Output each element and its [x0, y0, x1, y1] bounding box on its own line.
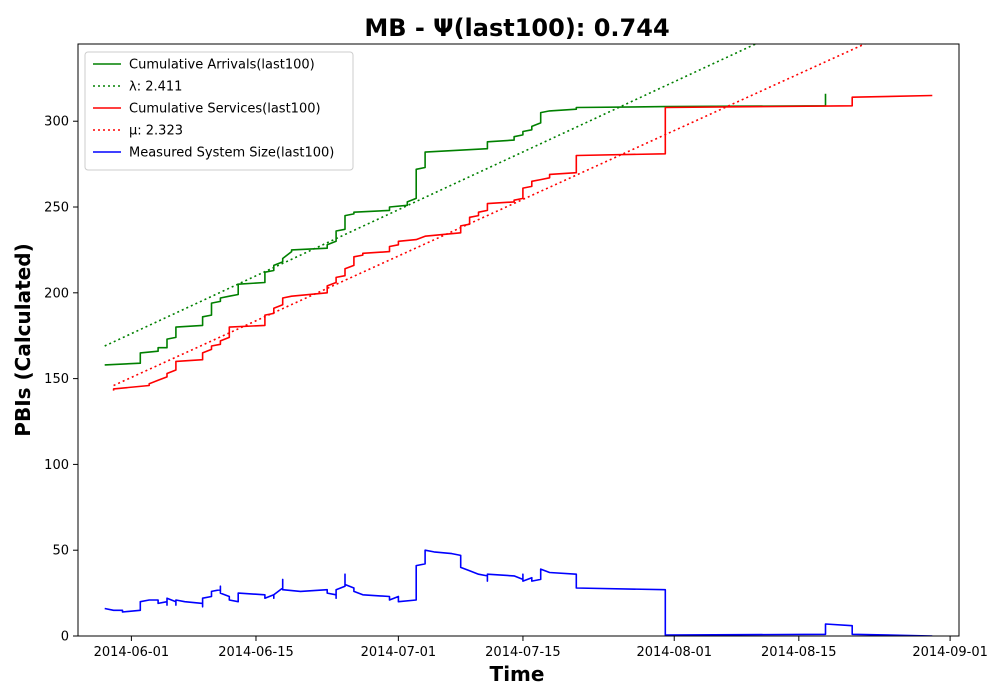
y-tick-label: 0 [61, 630, 69, 645]
series-line-0 [104, 93, 827, 366]
y-tick-label: 250 [44, 201, 69, 216]
legend-label: Cumulative Services(last100) [129, 102, 321, 117]
x-tick-label: 2014-06-01 [94, 645, 170, 660]
series-line-2 [112, 94, 933, 391]
chart-title: MB - Ψ(last100): 0.744 [364, 14, 669, 42]
series-layer [104, 44, 933, 636]
x-tick-label: 2014-09-01 [912, 645, 988, 660]
x-tick-label: 2014-07-15 [485, 645, 561, 660]
legend-label: Cumulative Arrivals(last100) [129, 58, 315, 73]
y-tick-label: 150 [44, 372, 69, 387]
x-tick-label: 2014-07-01 [361, 645, 437, 660]
y-tick-label: 50 [52, 544, 69, 559]
y-tick-label: 300 [44, 115, 69, 130]
y-tick-label: 200 [44, 286, 69, 301]
x-tick-label: 2014-06-15 [218, 645, 294, 660]
y-tick-label: 100 [44, 458, 69, 473]
y-axis-title: PBIs (Calculated) [11, 243, 35, 436]
legend-label: Measured System Size(last100) [129, 146, 334, 161]
series-line-4 [104, 549, 933, 636]
x-axis: 2014-06-01 2014-06-15 2014-07-01 2014-07-15… [94, 636, 988, 660]
legend-label: λ: 2.411 [129, 80, 182, 95]
x-tick-label: 2014-08-15 [761, 645, 837, 660]
legend-label: μ: 2.323 [129, 124, 183, 139]
legend-box [84, 51, 354, 171]
legend: Cumulative Arrivals(last100) λ: 2.411 Cumu… [84, 51, 354, 171]
x-tick-label: 2014-08-01 [636, 645, 712, 660]
plot-frame [77, 43, 960, 637]
series-line-1 [104, 44, 758, 347]
y-axis: 0 50 100 150 200 250 300 [44, 115, 78, 645]
x-axis-title: Time [490, 662, 545, 686]
